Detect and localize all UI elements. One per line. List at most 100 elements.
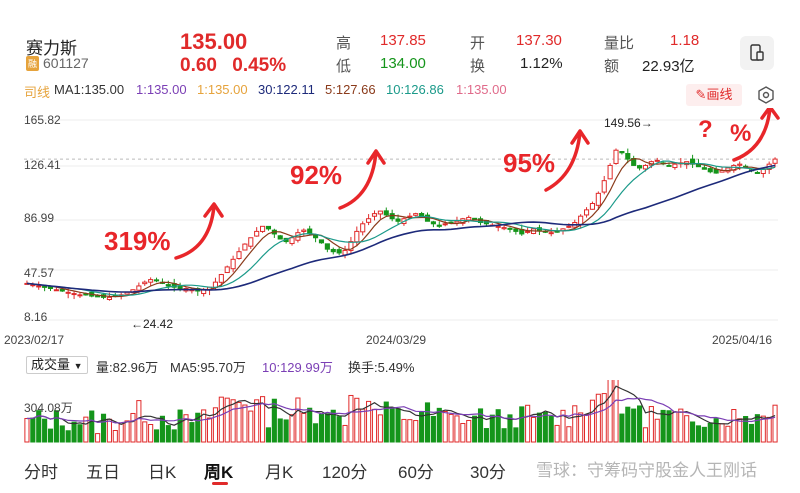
tab-60min[interactable]: 60分 (398, 463, 434, 482)
volume-bar (301, 412, 307, 443)
candle-body (324, 243, 330, 250)
volume-bar (654, 418, 660, 443)
candle-body (619, 151, 625, 154)
candle-body (436, 224, 442, 227)
volume-bar (472, 415, 478, 443)
high-value: 137.85 (380, 32, 426, 49)
volume-bar (95, 433, 101, 443)
candle-body (230, 258, 236, 270)
candle-body (654, 159, 660, 162)
candle-body (525, 230, 531, 233)
volume-bar (695, 425, 702, 443)
volume-bar (366, 400, 372, 443)
ma-30: 30:122.11 (258, 82, 315, 97)
tab-120min[interactable]: 120分 (322, 463, 368, 482)
up-arrow-icon (174, 202, 224, 260)
volume-bar (159, 415, 165, 443)
up-arrow-icon (544, 129, 590, 192)
volume-bar (725, 425, 731, 443)
candle-body (289, 237, 295, 245)
volume-bar (24, 417, 30, 443)
volume-bar (560, 409, 566, 443)
volume-bar (124, 420, 130, 443)
tab-intraday[interactable]: 分时 (24, 463, 58, 482)
stock-name: 赛力斯 (26, 39, 77, 58)
candle-body (548, 232, 554, 235)
volume-bar (554, 424, 560, 443)
volume-bar (47, 428, 54, 443)
candle-body (260, 225, 266, 232)
candle-body (737, 163, 743, 166)
volume-bar (42, 418, 48, 443)
candle-body (95, 295, 101, 298)
tab-day-k[interactable]: 日K (148, 463, 177, 482)
candle-body (336, 249, 342, 254)
candle-body (330, 248, 336, 253)
candle-body (165, 284, 171, 287)
tab-week-k[interactable]: 周K (204, 463, 234, 482)
volume-bar (295, 397, 301, 443)
volume-bar (477, 408, 484, 443)
volume-bar (83, 416, 89, 443)
open-value: 137.30 (516, 32, 562, 49)
volume-bar (236, 401, 242, 443)
up-arrow-icon (338, 149, 386, 210)
candle-body (42, 285, 48, 288)
volume-bar (424, 402, 431, 443)
y-tick-label: 165.82 (24, 113, 61, 127)
volume-bar (354, 397, 360, 443)
volume-bar (71, 421, 77, 443)
volume-bar (283, 419, 289, 443)
caret-down-icon: ▼ (73, 361, 83, 371)
volume-bar (766, 416, 772, 443)
volume-bar (260, 396, 266, 443)
ma-prefix: 司线 (24, 85, 51, 100)
volume-bar (448, 413, 454, 443)
ma-10: 10:126.86 (386, 82, 444, 97)
volume-bar (383, 401, 389, 443)
volume-bar (218, 396, 224, 443)
volume-chart[interactable] (0, 380, 800, 444)
annotation-95: 95% (503, 148, 556, 178)
candle-body (265, 225, 272, 230)
volume-bar (589, 399, 596, 443)
pencil-icon: ✎ (695, 87, 707, 102)
stock-code: 601127 (43, 55, 89, 71)
volume-bar (230, 399, 236, 443)
volume-bar (201, 409, 207, 443)
share-button[interactable] (740, 36, 774, 70)
volume-bar (566, 426, 572, 443)
volume-bar (307, 407, 313, 443)
amount-value: 22.93亿 (642, 58, 695, 75)
candle-body (407, 215, 413, 218)
volume-bar (613, 380, 619, 443)
volume-bar (436, 407, 442, 443)
volume-bar (660, 409, 666, 443)
settings-hex-icon[interactable] (756, 85, 776, 105)
volume-bar (389, 407, 395, 443)
period-tabs: 分时 五日 日K 周K 月K 120分 60分 30分 (0, 452, 800, 493)
volume-bar (130, 412, 136, 443)
low-marker: ←24.42 (131, 317, 174, 331)
candlestick-chart[interactable] (0, 108, 800, 348)
high-stat: 高 137.85 (336, 32, 426, 52)
ma30-line (26, 164, 776, 293)
tab-month-k[interactable]: 月K (265, 463, 294, 482)
draw-line-button[interactable]: ✎画线 (686, 84, 742, 106)
margin-tag: 融 (26, 55, 40, 71)
volume-bar (672, 411, 678, 443)
indicator-select[interactable]: 成交量 ▼ (26, 356, 88, 374)
volume-bar (536, 412, 542, 443)
x-tick-label: 2023/02/17 (4, 333, 65, 347)
x-tick-label: 2024/03/29 (366, 333, 427, 347)
tab-five-day[interactable]: 五日 (86, 463, 120, 482)
high-marker: 149.56→ (604, 116, 653, 130)
volume-bar (106, 418, 112, 443)
tab-30min[interactable]: 30分 (470, 463, 506, 482)
candle-body (642, 164, 649, 170)
volume-bar (407, 419, 413, 443)
volume-bar (142, 421, 148, 443)
candle-body (366, 218, 372, 223)
volume-bar (495, 409, 501, 443)
volume-bar (466, 419, 472, 443)
